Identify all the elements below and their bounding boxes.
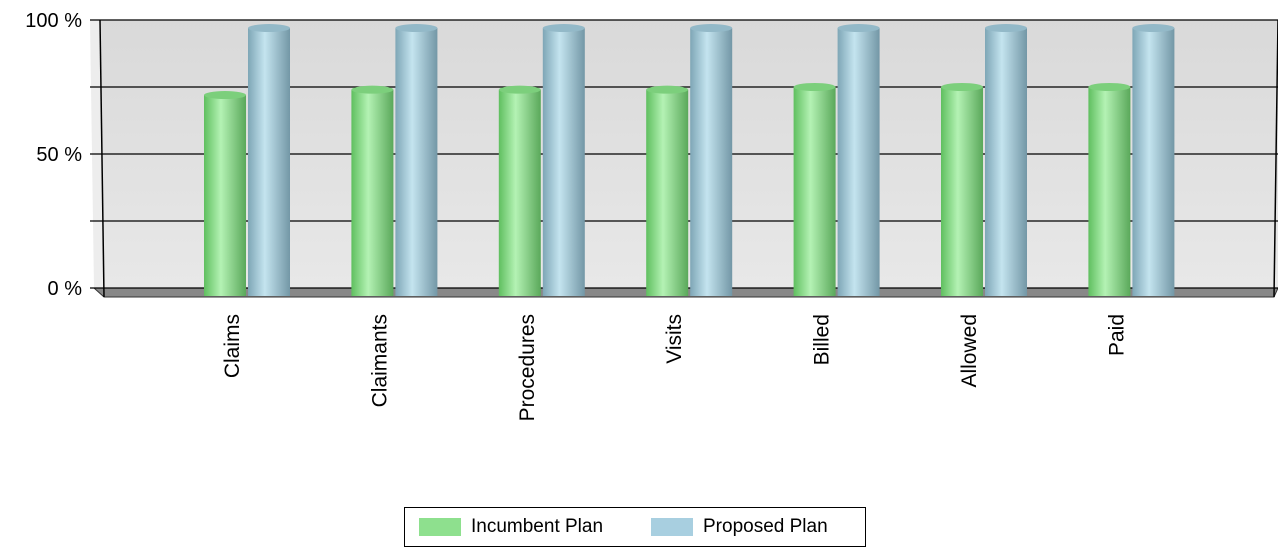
y-tick-label: 100 % — [25, 10, 82, 32]
bar-proposed — [248, 28, 290, 296]
bar-incumbent — [1088, 87, 1131, 296]
bar-incumbent — [941, 87, 983, 296]
bar-proposed — [837, 28, 880, 296]
bar-cap — [204, 91, 246, 100]
bar-incumbent — [646, 89, 689, 297]
legend-swatch-proposed — [651, 518, 693, 536]
x-category-label: Claims — [221, 314, 244, 378]
bar-cap — [941, 83, 983, 91]
bar-incumbent — [498, 89, 541, 297]
legend-label-proposed: Proposed Plan — [703, 516, 828, 537]
legend: Incumbent Plan Proposed Plan — [404, 507, 866, 547]
x-category-label: Procedures — [516, 314, 539, 421]
bar-cap — [646, 85, 689, 94]
bar-cap — [498, 85, 541, 94]
bar-proposed — [1132, 28, 1175, 296]
bar-incumbent — [204, 95, 246, 296]
x-category-label: Paid — [1105, 314, 1128, 356]
bar-cap — [542, 24, 585, 33]
legend-item-proposed: Proposed Plan — [651, 508, 828, 546]
x-category-label: Allowed — [958, 314, 981, 388]
bar-proposed — [985, 28, 1027, 296]
bar-cap — [248, 24, 290, 33]
legend-label-incumbent: Incumbent Plan — [471, 516, 604, 537]
y-tick-label: 50 % — [36, 144, 82, 166]
bar-proposed — [542, 28, 585, 296]
bar-cap — [837, 24, 880, 33]
bar-cap — [1132, 24, 1175, 33]
x-category-label: Claimants — [368, 314, 391, 407]
bar-cap — [985, 24, 1027, 33]
bar-proposed — [395, 28, 438, 296]
bar-incumbent — [793, 87, 836, 296]
y-axis-line — [99, 19, 105, 298]
bar-cap — [793, 83, 836, 91]
bar-proposed — [690, 28, 733, 296]
legend-item-incumbent: Incumbent Plan — [419, 508, 603, 546]
bar-cap — [690, 24, 733, 33]
bar-cap — [1088, 83, 1131, 91]
bar-cap — [395, 24, 438, 33]
bar-cap — [351, 85, 394, 94]
x-category-label: Billed — [811, 314, 834, 365]
x-category-label: Visits — [663, 314, 686, 364]
bar-incumbent — [351, 89, 394, 297]
legend-swatch-incumbent — [419, 518, 461, 536]
y-tick-label: 0 % — [48, 278, 83, 300]
right-edge-line — [1273, 19, 1278, 298]
